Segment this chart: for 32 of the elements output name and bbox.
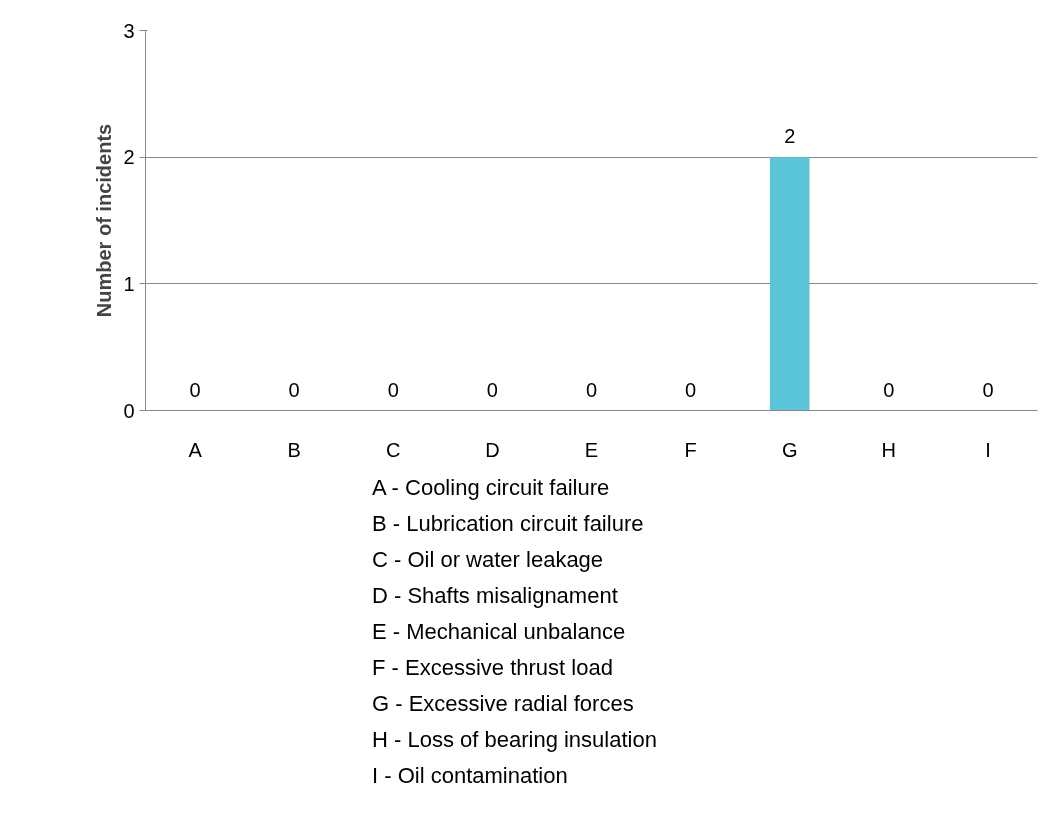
text: F - Excessive thrust load (372, 654, 614, 682)
data-label: 2 (784, 125, 796, 148)
text: H - Loss of bearing insulation (372, 726, 657, 754)
data-label: 0 (288, 378, 300, 401)
text: D - Shafts misalignament (372, 582, 619, 610)
x-tick-label: G (781, 438, 798, 461)
data-label: 0 (585, 378, 598, 401)
data-label: 0 (486, 378, 498, 401)
x-tick-label: F (684, 438, 697, 461)
x-tick-label: B (287, 438, 301, 461)
y-tick-label: 3 (123, 19, 135, 42)
data-label: 0 (883, 378, 895, 401)
y-tick-label: 2 (123, 146, 135, 169)
text: E - Mechanical unbalance (372, 618, 627, 646)
text: C - Oil or water leakage (372, 546, 605, 574)
y-axis-title: Number of incidents (93, 123, 116, 318)
x-tick-label: I (985, 438, 991, 461)
x-tick-label: A (188, 438, 203, 461)
text: A - Cooling circuit failure (372, 474, 611, 502)
y-tick-label: 1 (123, 272, 135, 295)
x-tick-label: D (485, 438, 500, 461)
text: G - Excessive radial forces (372, 690, 635, 718)
x-tick-label: H (881, 438, 897, 461)
data-label: 0 (982, 378, 994, 401)
data-label: 0 (189, 378, 201, 401)
data-label: 0 (685, 378, 697, 401)
text: B - Lubrication circuit failure (372, 510, 645, 538)
text: I - Oil contamination (372, 762, 569, 790)
data-label: 0 (387, 378, 399, 401)
x-tick-label: C (386, 438, 401, 461)
x-tick-label: E (584, 438, 599, 461)
y-tick-label: 0 (123, 399, 135, 422)
